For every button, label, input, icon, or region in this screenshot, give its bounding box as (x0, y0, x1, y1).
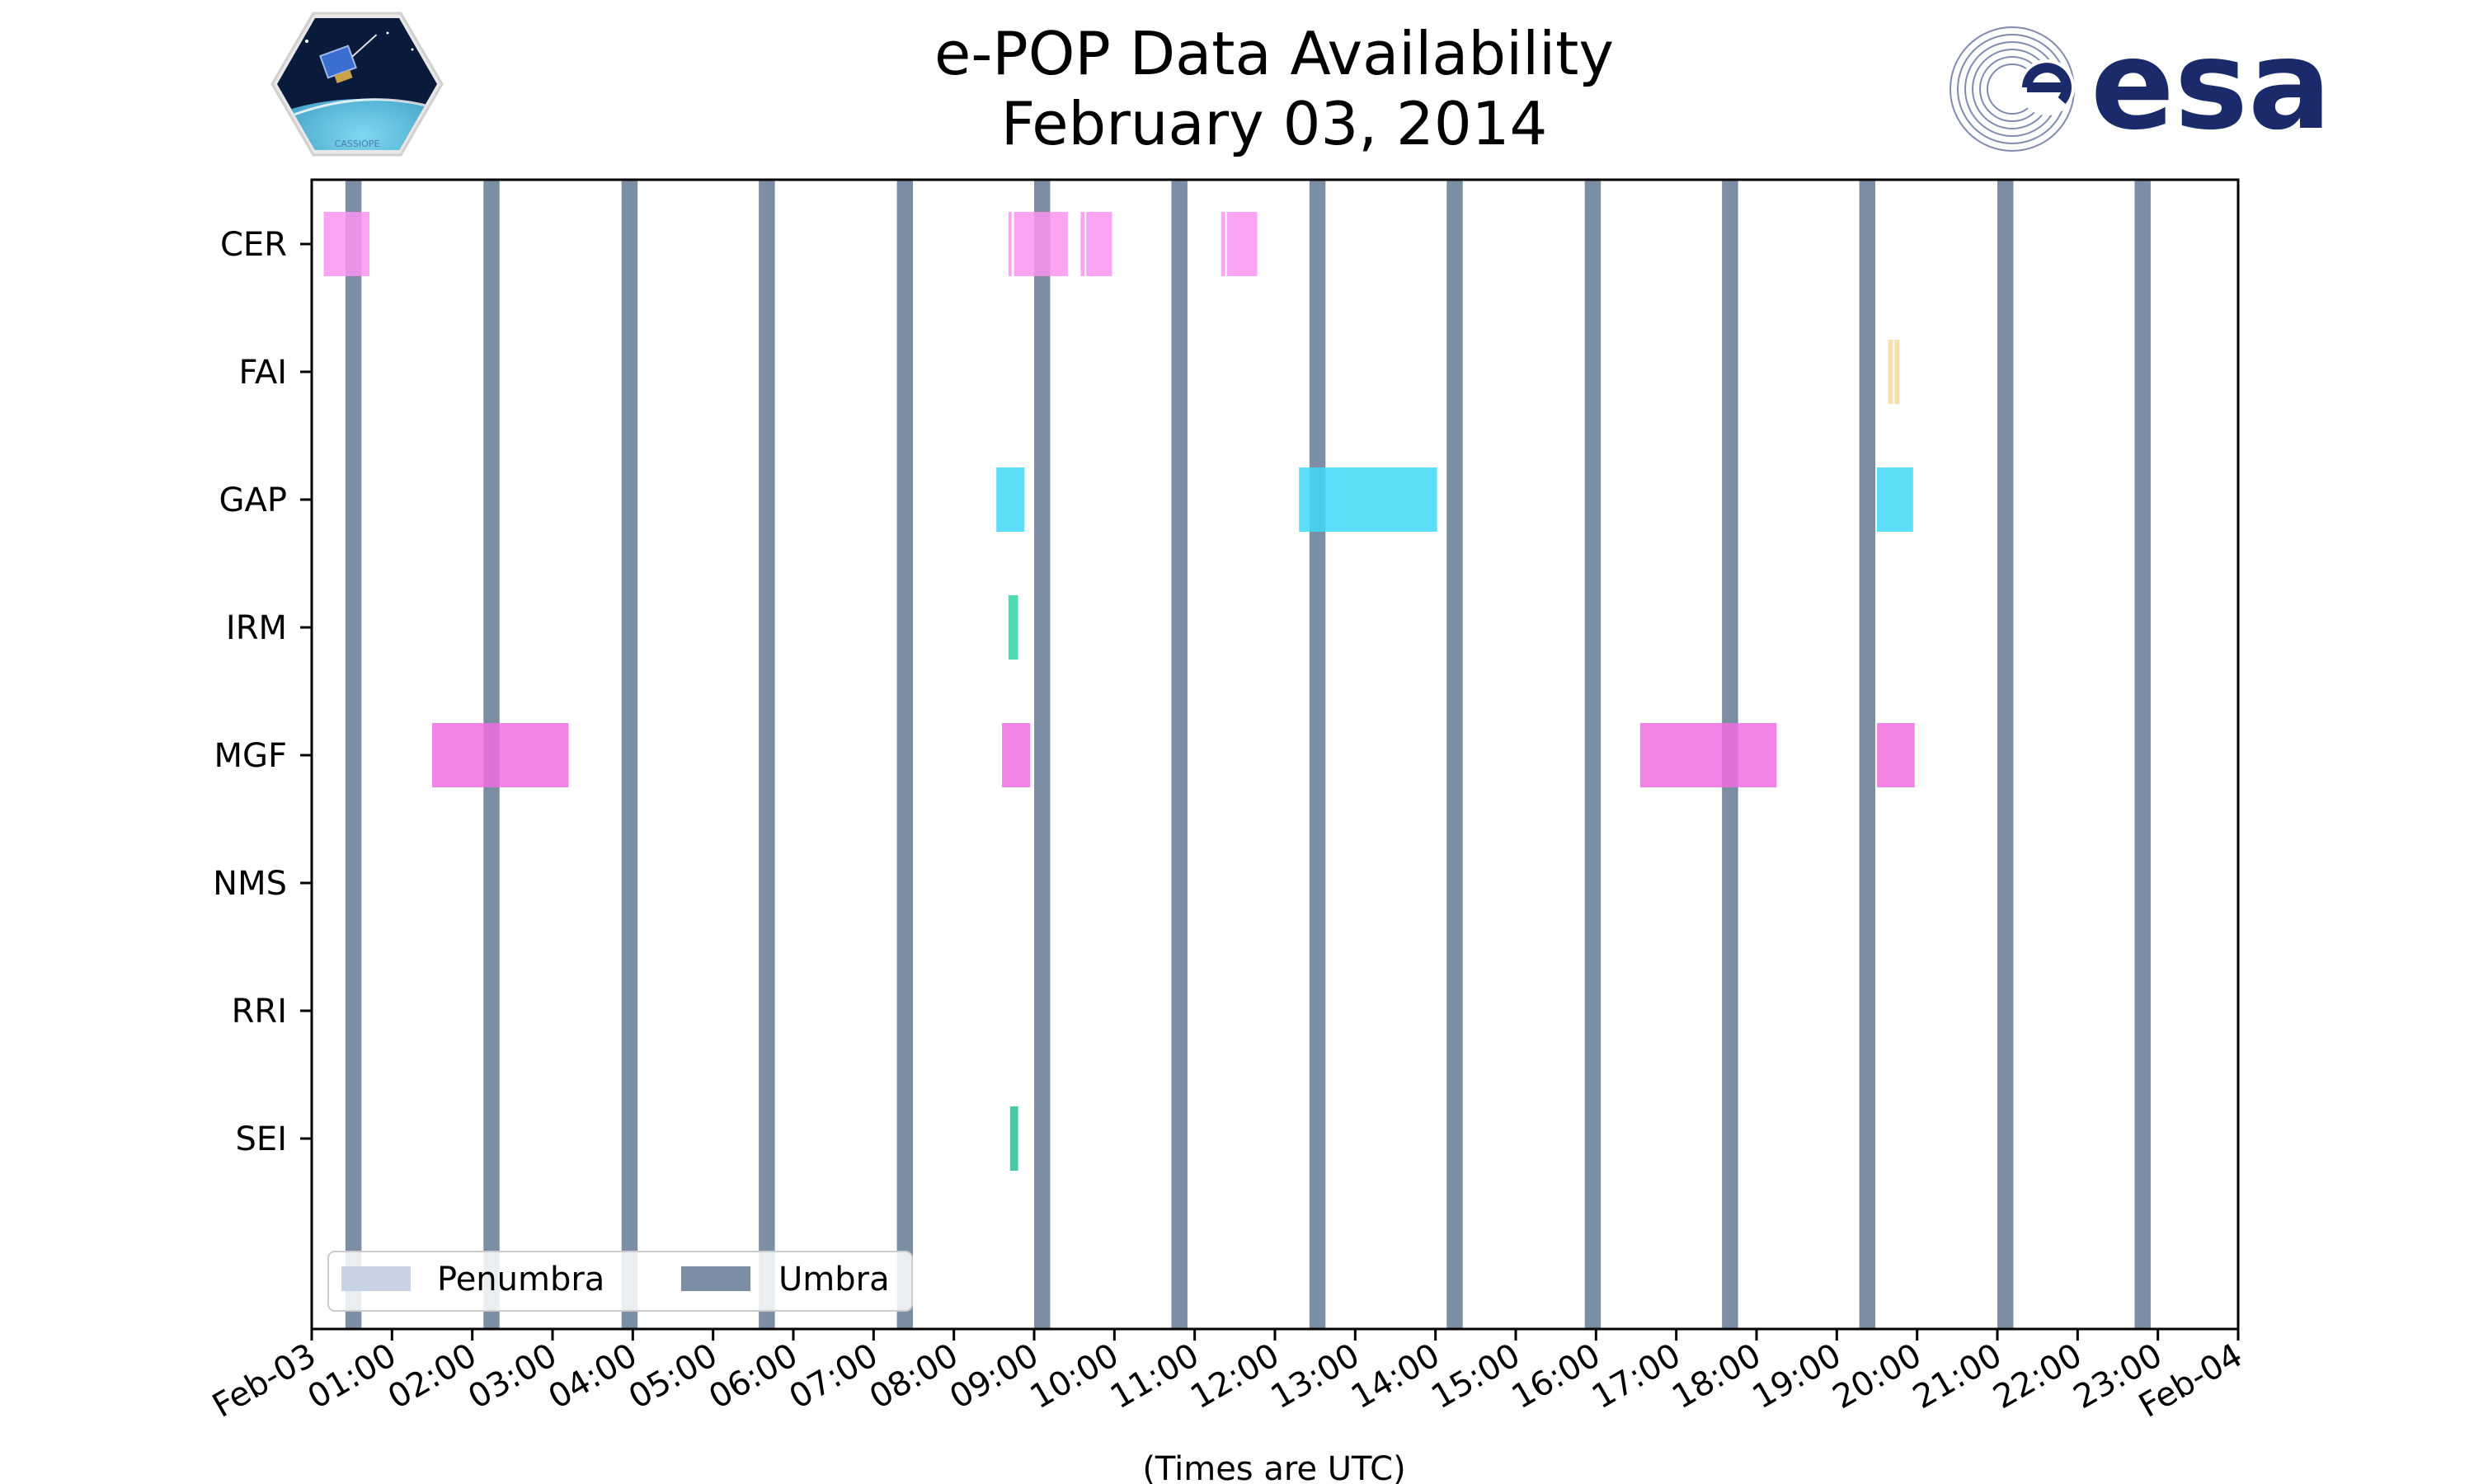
bar-mgf-1 (1002, 723, 1031, 787)
bar-fai-1 (1894, 340, 1900, 404)
x-tick-label-18: 18:00 (1666, 1336, 1767, 1416)
x-tick-label-12: 12:00 (1184, 1336, 1286, 1416)
y-tick-label-nms: NMS (213, 865, 287, 903)
plot-area: CER FAI GAP IRM MGF NMS RRI SEI Feb-0301:0002:0… (206, 178, 2249, 1425)
axes-frame (310, 178, 2240, 1331)
x-axis-label: (Times are UTC) (1142, 1450, 1405, 1484)
bar-mgf-2 (1639, 723, 1777, 787)
umbra-band-12 (1997, 180, 2014, 1329)
x-tick-label-22: 22:00 (1987, 1336, 2088, 1416)
umbra-band-2 (621, 180, 638, 1329)
x-tick-label-15: 15:00 (1425, 1336, 1526, 1416)
bar-cer-2 (1014, 212, 1068, 276)
x-tick-label-8: 08:00 (863, 1336, 965, 1416)
umbra-band-8 (1446, 180, 1463, 1329)
umbra-band-13 (2134, 180, 2151, 1329)
legend-label-penumbra: Penumbra (437, 1261, 604, 1298)
x-tick-label-13: 13:00 (1264, 1336, 1366, 1416)
x-tick-label-4: 04:00 (542, 1336, 643, 1416)
bar-cer-4 (1086, 212, 1112, 276)
x-tick-label-16: 16:00 (1505, 1336, 1606, 1416)
umbra-band-6 (1171, 180, 1188, 1329)
legend: Penumbra Umbra (327, 1251, 913, 1312)
x-tick-label-9: 09:00 (943, 1336, 1045, 1416)
bar-cer-0 (323, 212, 370, 276)
y-axis: CER FAI GAP IRM MGF NMS RRI SEI (213, 226, 312, 1158)
y-tick-label-cer: CER (220, 226, 287, 264)
legend-swatch-umbra (681, 1266, 750, 1291)
x-tick-label-14: 14:00 (1345, 1336, 1446, 1416)
legend-box (327, 1251, 913, 1312)
y-tick-label-irm: IRM (226, 609, 287, 647)
x-tick-label-3: 03:00 (462, 1336, 563, 1416)
bar-gap-0 (996, 467, 1025, 532)
x-tick-label-7: 07:00 (783, 1336, 884, 1416)
x-tick-label-5: 05:00 (623, 1336, 724, 1416)
umbra-band-5 (1034, 180, 1051, 1329)
bar-cer-5 (1221, 212, 1225, 276)
x-tick-label-10: 10:00 (1023, 1336, 1125, 1416)
x-tick-label-1: 01:00 (301, 1336, 402, 1416)
bar-sei-0 (1009, 1106, 1018, 1171)
umbra-band-9 (1584, 180, 1602, 1329)
chart-title-line2: February 03, 2014 (1001, 89, 1548, 158)
x-tick-label-21: 21:00 (1907, 1336, 2008, 1416)
instrument-bars (323, 212, 1915, 1171)
y-tick-label-fai: FAI (239, 354, 288, 392)
esa-logo: esa (1950, 14, 2331, 157)
x-tick-label-17: 17:00 (1586, 1336, 1687, 1416)
umbra-band-11 (1859, 180, 1876, 1329)
x-tick-label-2: 02:00 (382, 1336, 483, 1416)
bar-gap-1 (1299, 467, 1437, 532)
bar-cer-3 (1080, 212, 1085, 276)
bar-mgf-3 (1877, 723, 1915, 787)
esa-logo-text: esa (2091, 14, 2331, 157)
x-axis: Feb-0301:0002:0003:0004:0005:0006:0007:0… (206, 1329, 2249, 1425)
umbra-band-3 (759, 180, 775, 1329)
y-tick-label-gap: GAP (219, 481, 287, 519)
cassiope-logo-text: CASSIOPE (335, 139, 380, 149)
legend-label-umbra: Umbra (778, 1261, 890, 1298)
x-tick-label-19: 19:00 (1746, 1336, 1847, 1416)
bar-fai-0 (1888, 340, 1893, 404)
chart-title-line1: e-POP Data Availability (934, 19, 1614, 88)
bar-mgf-0 (432, 723, 569, 787)
bar-cer-1 (1008, 212, 1012, 276)
bar-cer-6 (1226, 212, 1258, 276)
x-tick-label-6: 06:00 (703, 1336, 804, 1416)
bar-gap-2 (1877, 467, 1913, 532)
umbra-band-7 (1309, 180, 1326, 1329)
y-tick-label-rri: RRI (232, 993, 287, 1031)
x-tick-label-11: 11:00 (1104, 1336, 1206, 1416)
bar-irm-0 (1008, 595, 1018, 660)
umbra-band-4 (896, 180, 914, 1329)
x-tick-label-20: 20:00 (1827, 1336, 1928, 1416)
legend-swatch-penumbra (341, 1266, 411, 1291)
y-tick-label-mgf: MGF (214, 737, 287, 775)
y-tick-label-sei: SEI (236, 1120, 287, 1158)
esa-swirl-icon (1950, 26, 2075, 152)
x-tick-label-0: Feb-03 (206, 1336, 322, 1425)
satellite-icon (319, 34, 378, 83)
umbra-band-0 (345, 180, 362, 1329)
